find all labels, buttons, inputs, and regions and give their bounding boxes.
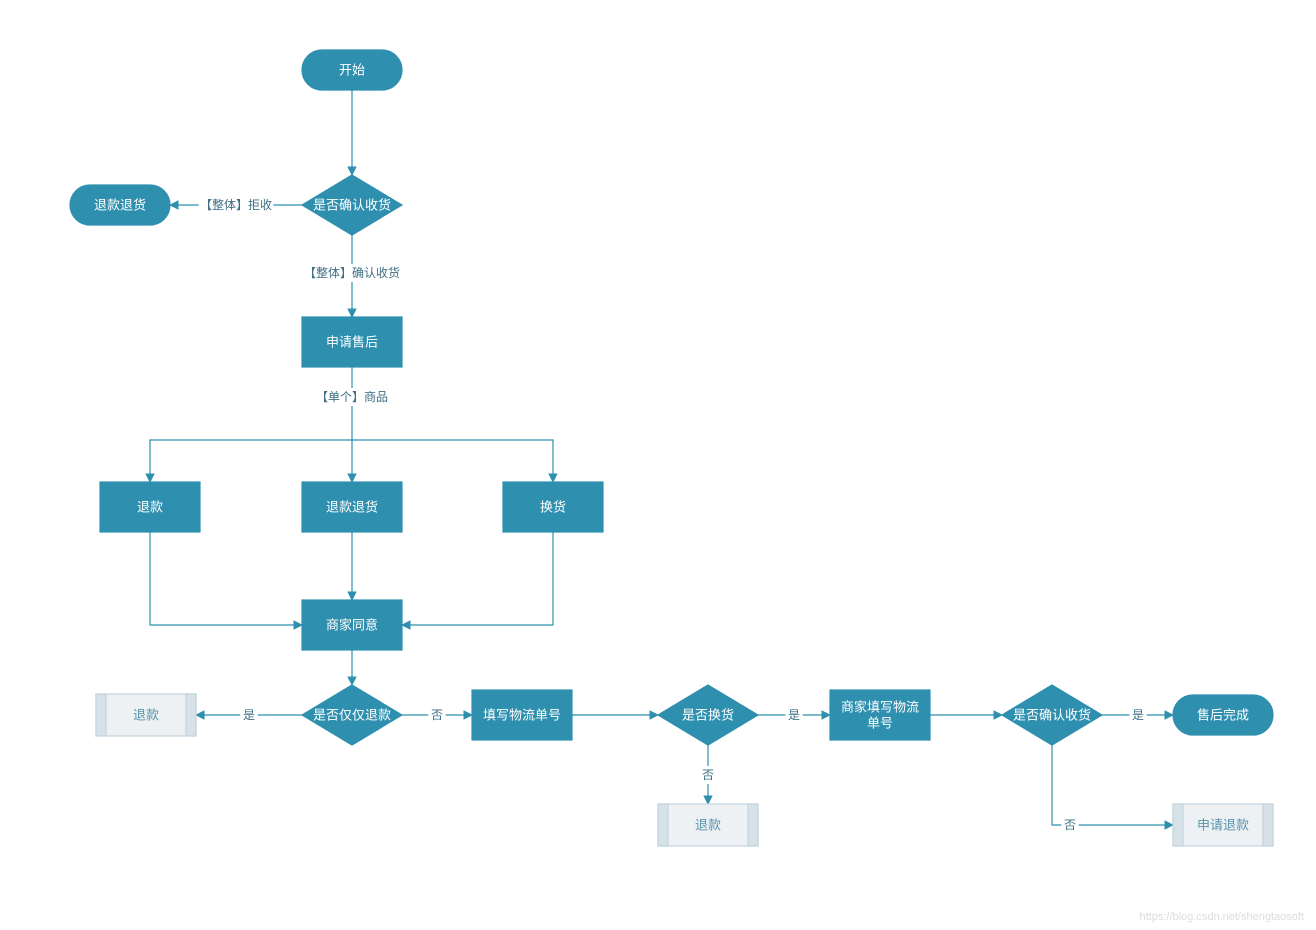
edge-label: 否 <box>702 768 714 782</box>
node-sub_apply_ref: 申请退款 <box>1173 804 1273 846</box>
node-label: 退款 <box>695 818 721 833</box>
node-proc_merch: 商家填写物流单号 <box>830 690 930 740</box>
flowchart-canvas: 【整体】拒收【整体】确认收货【单个】商品是否否是是否开始是否确认收货退款退货申请… <box>0 0 1316 930</box>
edge-label: 否 <box>431 708 443 722</box>
node-label: 售后完成 <box>1197 708 1249 723</box>
node-label: 退款退货 <box>326 500 378 515</box>
edge-label: 是 <box>788 708 800 722</box>
node-label: 退款退货 <box>94 198 146 213</box>
node-label: 填写物流单号 <box>483 708 561 723</box>
node-sub_refund_b: 退款 <box>658 804 758 846</box>
edge-label: 【整体】确认收货 <box>304 265 400 280</box>
node-sub_refund_l: 退款 <box>96 694 196 736</box>
node-proc_rr: 退款退货 <box>302 482 402 532</box>
edge <box>352 440 553 482</box>
node-label: 退款 <box>133 708 159 723</box>
node-label: 申请售后 <box>326 335 378 350</box>
edge-label: 否 <box>1064 818 1076 832</box>
node-label: 退款 <box>137 500 163 515</box>
subprocess-bar-left <box>96 694 106 736</box>
node-proc_refund: 退款 <box>100 482 200 532</box>
node-proc_exchange: 换货 <box>503 482 603 532</box>
node-label: 换货 <box>540 500 566 515</box>
node-proc_agree: 商家同意 <box>302 600 402 650</box>
node-term_refund: 退款退货 <box>70 185 170 225</box>
edge <box>402 532 553 625</box>
subprocess-bar-right <box>1263 804 1273 846</box>
node-dec_confirm2: 是否确认收货 <box>1002 685 1102 745</box>
subprocess-bar-left <box>658 804 668 846</box>
node-label: 单号 <box>867 716 893 731</box>
node-start: 开始 <box>302 50 402 90</box>
node-term_done: 售后完成 <box>1173 695 1273 735</box>
edge <box>150 532 302 625</box>
node-label: 开始 <box>339 63 365 78</box>
nodes-layer: 开始是否确认收货退款退货申请售后退款退款退货换货商家同意是否仅仅退款退款填写物流… <box>70 50 1273 846</box>
node-proc_fill: 填写物流单号 <box>472 690 572 740</box>
node-label: 是否换货 <box>682 708 734 723</box>
node-dec_only: 是否仅仅退款 <box>302 685 402 745</box>
edge-label: 【整体】拒收 <box>200 197 272 212</box>
node-dec_confirm: 是否确认收货 <box>302 175 402 235</box>
edge <box>150 440 352 482</box>
edge-label: 是 <box>243 708 255 722</box>
node-label: 申请退款 <box>1197 818 1249 833</box>
node-dec_exchange: 是否换货 <box>658 685 758 745</box>
subprocess-bar-right <box>748 804 758 846</box>
edge-label: 【单个】商品 <box>316 389 388 404</box>
subprocess-bar-right <box>186 694 196 736</box>
edge <box>1052 745 1173 825</box>
node-label: 商家填写物流 <box>841 700 919 715</box>
node-proc_apply: 申请售后 <box>302 317 402 367</box>
node-label: 是否确认收货 <box>313 198 391 213</box>
node-label: 是否仅仅退款 <box>313 708 391 723</box>
watermark-text: https://blog.csdn.net/shengtaosoft <box>1139 911 1304 923</box>
subprocess-bar-left <box>1173 804 1183 846</box>
node-label: 商家同意 <box>326 618 378 633</box>
edge-label: 是 <box>1132 708 1144 722</box>
node-label: 是否确认收货 <box>1013 708 1091 723</box>
